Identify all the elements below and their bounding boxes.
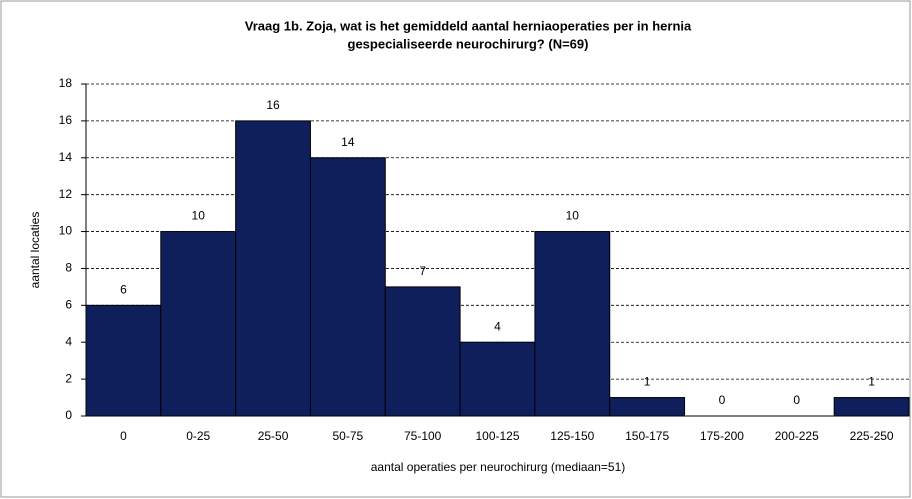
data-label: 4	[494, 319, 501, 333]
y-tick-label: 12	[59, 187, 73, 201]
data-label: 0	[719, 393, 726, 407]
y-tick-label: 6	[65, 298, 72, 312]
x-tick-label: 150-175	[625, 429, 669, 443]
x-tick-label: 100-125	[475, 429, 519, 443]
data-label: 10	[566, 209, 580, 223]
chart-title: Vraag 1b. Zoja, wat is het gemiddeld aan…	[245, 18, 692, 33]
bar	[833, 397, 910, 417]
y-tick-label: 0	[65, 408, 72, 422]
bar	[534, 231, 611, 417]
chart-title: gespecialiseerde neurochirurg? (N=69)	[348, 36, 589, 51]
x-tick-label: 175-200	[700, 429, 744, 443]
data-label: 6	[120, 283, 127, 297]
bar	[384, 286, 461, 417]
data-label: 16	[266, 98, 280, 112]
x-tick-label: 125-150	[550, 429, 594, 443]
x-axis-label: aantal operaties per neurochirurg (media…	[371, 460, 626, 474]
data-label: 1	[644, 375, 651, 389]
data-label: 0	[793, 393, 800, 407]
bar	[309, 157, 386, 417]
y-axis-label: aantal locaties	[28, 212, 42, 289]
x-tick-label: 200-225	[775, 429, 819, 443]
bar	[85, 304, 162, 417]
y-tick-label: 18	[59, 76, 73, 90]
bar	[235, 120, 311, 417]
y-tick-label: 2	[65, 371, 72, 385]
x-tick-label: 0	[120, 429, 127, 443]
y-tick-label: 16	[59, 113, 73, 127]
x-tick-label: 25-50	[258, 429, 289, 443]
data-label: 10	[192, 209, 206, 223]
y-tick-label: 8	[65, 261, 72, 275]
x-tick-label: 75-100	[404, 429, 442, 443]
bar	[459, 341, 536, 417]
data-label: 14	[341, 135, 355, 149]
bar	[160, 231, 237, 417]
bar	[609, 397, 686, 417]
x-tick-label: 225-250	[850, 429, 894, 443]
y-tick-label: 14	[59, 150, 73, 164]
x-tick-label: 0-25	[186, 429, 210, 443]
y-tick-label: 4	[65, 334, 72, 348]
data-label: 7	[419, 264, 426, 278]
data-label: 1	[868, 375, 875, 389]
x-tick-label: 50-75	[333, 429, 364, 443]
y-tick-label: 10	[59, 224, 73, 238]
